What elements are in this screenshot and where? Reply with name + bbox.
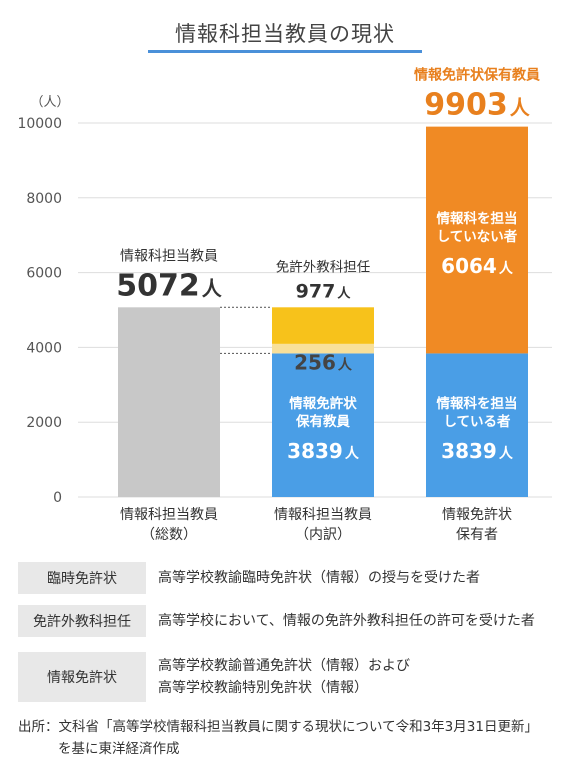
x-category-label: （内訳） (295, 527, 351, 543)
y-tick-label: 6000 (26, 266, 62, 282)
legend-description-line: 高等学校教諭普通免許状（情報）および (158, 658, 410, 674)
title-underline (148, 50, 422, 53)
x-category-label: 保有者 (456, 527, 498, 543)
bar-top-value: 9903 人 (424, 88, 531, 123)
legend-description-line: 高等学校教諭臨時免許状（情報）の授与を受けた者 (158, 570, 480, 586)
bar-top-label: 情報免許状保有教員 (414, 67, 540, 84)
bar-segment (272, 353, 374, 497)
source-line-1: 出所：文科省「高等学校情報科担当教員に関する現状について令和3年3月31日更新」 (18, 719, 538, 735)
source-note: 出所：文科省「高等学校情報科担当教員に関する現状について令和3年3月31日更新」… (18, 716, 558, 760)
y-tick-label: 2000 (26, 415, 62, 431)
y-tick-label: 0 (53, 490, 62, 506)
segment-value-label: 6064 人 (441, 254, 514, 278)
legend-key: 情報免許状 (18, 652, 146, 702)
legend-description: 高等学校教諭臨時免許状（情報）の授与を受けた者 (158, 562, 480, 594)
segment-value-label: 3839 人 (441, 439, 514, 463)
bar-segment (272, 343, 374, 354)
segment-label: 情報科を担当 (437, 210, 518, 227)
bar-segment (426, 353, 528, 497)
source-line-2: を基に東洋経済作成 (58, 741, 180, 757)
legend-key: 免許外教科担任 (18, 605, 146, 637)
chart-title: 情報科担当教員の現状 (175, 22, 395, 46)
segment-label: 保有教員 (295, 413, 350, 430)
bar-segment (426, 126, 528, 354)
bar-segment (118, 307, 220, 497)
bar-top-label: 情報科担当教員 (120, 248, 218, 264)
segment-label: していない者 (437, 229, 518, 245)
bar-top-value: 977 人 (296, 280, 352, 302)
legend-description: 高等学校において、情報の免許外教科担任の許可を受けた者 (158, 605, 535, 637)
legend-description-line: 高等学校教諭特別免許状（情報） (158, 680, 368, 696)
segment-value-label: 256 人 (294, 350, 353, 374)
bar-top-value: 5072 人 (116, 268, 223, 303)
y-tick-label: 8000 (26, 191, 62, 207)
legend-row: 免許外教科担任 高等学校において、情報の免許外教科担任の許可を受けた者 (18, 605, 558, 637)
x-category-label: 情報免許状 (442, 507, 512, 523)
bar-segment (272, 307, 374, 344)
legend-row: 情報免許状 高等学校教諭普通免許状（情報）および 高等学校教諭特別免許状（情報） (18, 652, 558, 702)
x-category-label: 情報科担当教員 (274, 507, 372, 523)
y-unit-label: （人） (30, 95, 69, 110)
bar-top-label: 免許外教科担任 (276, 259, 371, 275)
segment-value-label: 3839 人 (287, 439, 360, 463)
legend-key: 臨時免許状 (18, 562, 146, 594)
legend-row: 臨時免許状 高等学校教諭臨時免許状（情報）の授与を受けた者 (18, 562, 558, 594)
segment-label: している者 (443, 414, 511, 430)
y-tick-label: 10000 (17, 116, 62, 132)
x-category-label: （総数） (141, 527, 197, 543)
legend-description-line: 高等学校において、情報の免許外教科担任の許可を受けた者 (158, 613, 535, 629)
x-category-label: 情報科担当教員 (120, 507, 218, 523)
segment-label: 情報科を担当 (437, 395, 518, 412)
legend-description: 高等学校教諭普通免許状（情報）および 高等学校教諭特別免許状（情報） (158, 652, 410, 702)
segment-label: 情報免許状 (289, 395, 357, 412)
y-tick-label: 4000 (26, 340, 62, 356)
